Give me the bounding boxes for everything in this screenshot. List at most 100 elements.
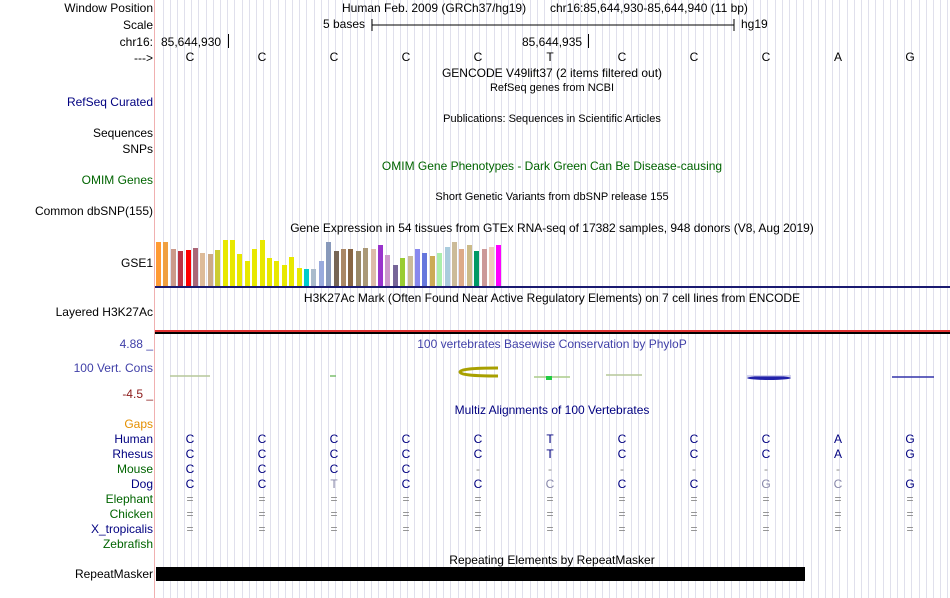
strand-arrow-label[interactable]: ---> bbox=[134, 51, 153, 65]
gtex-tissue-bar[interactable] bbox=[260, 240, 265, 286]
phylop-min-value: -4.5 _ bbox=[122, 387, 153, 401]
gencode-track-title[interactable]: GENCODE V49lift37 (2 items filtered out) bbox=[441, 66, 663, 80]
gtex-tissue-bar[interactable] bbox=[223, 240, 228, 286]
gtex-track-title[interactable]: Gene Expression in 54 tissues from GTEx … bbox=[290, 221, 814, 235]
gtex-tissue-bar[interactable] bbox=[474, 251, 479, 286]
gtex-tissue-bar[interactable] bbox=[326, 242, 331, 286]
gtex-tissue-bar[interactable] bbox=[208, 254, 213, 286]
gtex-tissue-bar[interactable] bbox=[348, 249, 353, 286]
dbsnp-track-title[interactable]: Short Genetic Variants from dbSNP releas… bbox=[435, 191, 669, 203]
gtex-tissue-bar[interactable] bbox=[156, 242, 161, 286]
alignment-base: C bbox=[545, 477, 555, 491]
alignment-base: T bbox=[546, 447, 554, 461]
alignment-base: = bbox=[618, 522, 626, 536]
repeat-element-block[interactable] bbox=[156, 567, 805, 581]
refseq-track-title[interactable]: RefSeq genes from NCBI bbox=[489, 82, 615, 94]
gtex-tissue-bar[interactable] bbox=[356, 251, 361, 286]
gtex-tissue-bar[interactable] bbox=[496, 245, 501, 286]
gtex-tissue-bar[interactable] bbox=[422, 253, 427, 286]
gtex-tissue-bar[interactable] bbox=[304, 269, 309, 286]
base-letter: C bbox=[185, 50, 195, 64]
gtex-tissue-bar[interactable] bbox=[200, 253, 205, 286]
gtex-tissue-bar[interactable] bbox=[371, 249, 376, 286]
gtex-tissue-bar[interactable] bbox=[445, 247, 450, 286]
species-label[interactable]: Human bbox=[114, 432, 153, 446]
gtex-tissue-bar[interactable] bbox=[489, 247, 494, 286]
gtex-bar-graph[interactable] bbox=[156, 236, 536, 286]
gtex-tissue-bar[interactable] bbox=[215, 250, 220, 286]
gtex-tissue-bar[interactable] bbox=[186, 250, 191, 286]
alignment-base: = bbox=[762, 507, 770, 521]
gtex-tissue-bar[interactable] bbox=[467, 245, 472, 286]
alignment-base: = bbox=[618, 507, 626, 521]
gtex-tissue-bar[interactable] bbox=[274, 261, 279, 286]
gtex-tissue-bar[interactable] bbox=[230, 240, 235, 286]
snps-label[interactable]: SNPs bbox=[122, 142, 153, 156]
common-dbsnp-label[interactable]: Common dbSNP(155) bbox=[34, 204, 153, 218]
phylop-track-title[interactable]: 100 vertebrates Basewise Conservation by… bbox=[417, 337, 687, 351]
gtex-tissue-bar[interactable] bbox=[452, 242, 457, 286]
gtex-tissue-bar[interactable] bbox=[237, 254, 242, 286]
species-label[interactable]: Mouse bbox=[116, 462, 153, 476]
phylop-conservation-graph[interactable] bbox=[156, 362, 950, 386]
repeatmasker-track-title[interactable]: Repeating Elements by RepeatMasker bbox=[449, 553, 655, 567]
gaps-label[interactable]: Gaps bbox=[124, 417, 153, 431]
gtex-tissue-bar[interactable] bbox=[252, 249, 257, 286]
alignment-base: - bbox=[476, 462, 480, 476]
gtex-tissue-bar[interactable] bbox=[400, 258, 405, 286]
alignment-base: = bbox=[402, 507, 410, 521]
alignment-base: C bbox=[185, 477, 195, 491]
gtex-tissue-bar[interactable] bbox=[459, 249, 464, 286]
gtex-tissue-bar[interactable] bbox=[437, 253, 442, 286]
alignment-base: C bbox=[689, 432, 699, 446]
gse1-label[interactable]: GSE1 bbox=[120, 256, 153, 270]
assembly-text: Human Feb. 2009 (GRCh37/hg19) bbox=[342, 1, 527, 15]
gtex-tissue-bar[interactable] bbox=[267, 258, 272, 286]
alignment-base: = bbox=[834, 492, 842, 506]
repeatmasker-label[interactable]: RepeatMasker bbox=[74, 567, 153, 581]
gtex-tissue-bar[interactable] bbox=[193, 248, 198, 286]
alignment-base: = bbox=[330, 522, 338, 536]
gtex-tissue-bar[interactable] bbox=[319, 261, 324, 286]
gtex-tissue-bar[interactable] bbox=[245, 261, 250, 286]
gtex-tissue-bar[interactable] bbox=[341, 249, 346, 286]
gtex-tissue-bar[interactable] bbox=[430, 256, 435, 286]
species-label[interactable]: Elephant bbox=[105, 492, 153, 506]
alignment-base: = bbox=[186, 507, 194, 521]
gtex-tissue-bar[interactable] bbox=[334, 251, 339, 286]
gtex-tissue-bar[interactable] bbox=[297, 268, 302, 286]
h3k27ac-track-title[interactable]: H3K27Ac Mark (Often Found Near Active Re… bbox=[303, 291, 801, 305]
gtex-tissue-bar[interactable] bbox=[171, 249, 176, 286]
alignment-base: A bbox=[833, 432, 843, 446]
alignment-base: C bbox=[329, 462, 339, 476]
gtex-tissue-bar[interactable] bbox=[415, 249, 420, 286]
publications-track-title[interactable]: Publications: Sequences in Scientific Ar… bbox=[443, 113, 661, 125]
gtex-tissue-bar[interactable] bbox=[311, 269, 316, 286]
gtex-tissue-bar[interactable] bbox=[378, 245, 383, 286]
gtex-tissue-bar[interactable] bbox=[363, 248, 368, 286]
gtex-tissue-bar[interactable] bbox=[163, 242, 168, 286]
layered-h3k27ac-label[interactable]: Layered H3K27Ac bbox=[55, 305, 153, 319]
alignment-base: = bbox=[186, 492, 194, 506]
gtex-tissue-bar[interactable] bbox=[178, 251, 183, 286]
refseq-curated-label[interactable]: RefSeq Curated bbox=[66, 95, 153, 109]
gtex-tissue-bar[interactable] bbox=[408, 256, 413, 286]
gtex-tissue-bar[interactable] bbox=[282, 265, 287, 286]
omim-genes-label[interactable]: OMIM Genes bbox=[81, 173, 153, 187]
species-label[interactable]: Rhesus bbox=[112, 447, 153, 461]
species-label[interactable]: Dog bbox=[130, 477, 153, 491]
species-label[interactable]: Zebrafish bbox=[102, 537, 153, 551]
alignment-base: = bbox=[762, 492, 770, 506]
gtex-tissue-bar[interactable] bbox=[482, 249, 487, 286]
vert-cons-label[interactable]: 100 Vert. Cons bbox=[73, 361, 153, 375]
species-label[interactable]: X_tropicalis bbox=[90, 522, 153, 536]
gtex-tissue-bar[interactable] bbox=[385, 255, 390, 286]
multiz-track-title[interactable]: Multiz Alignments of 100 Vertebrates bbox=[454, 403, 650, 417]
gtex-tissue-bar[interactable] bbox=[393, 265, 398, 286]
species-label[interactable]: Chicken bbox=[109, 507, 153, 521]
alignment-base: C bbox=[185, 432, 195, 446]
gtex-tissue-bar[interactable] bbox=[289, 257, 294, 286]
sequences-label[interactable]: Sequences bbox=[92, 126, 153, 140]
omim-track-title[interactable]: OMIM Gene Phenotypes - Dark Green Can Be… bbox=[381, 159, 723, 173]
alignment-base: C bbox=[689, 477, 699, 491]
